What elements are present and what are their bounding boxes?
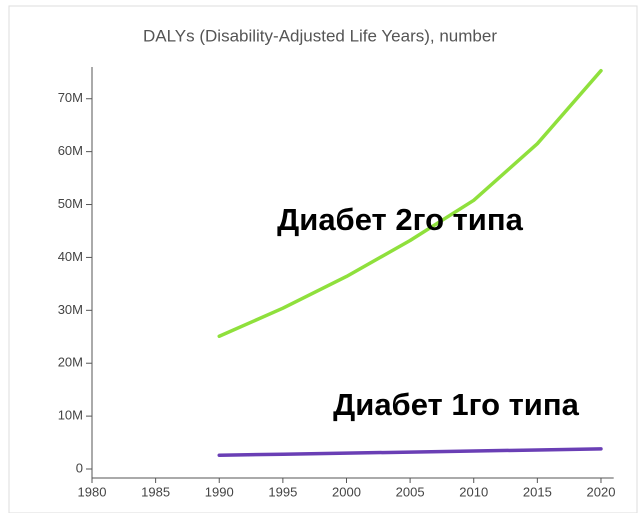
x-tick-label: 2015: [523, 484, 552, 499]
x-tick-label: 2005: [396, 484, 425, 499]
y-tick-label: 0: [76, 460, 83, 475]
series-line: [217, 447, 603, 458]
chart-frame: [8, 5, 638, 513]
series-annotation: Диабет 1го типа: [333, 387, 579, 422]
y-tick-label: 30M: [58, 302, 83, 317]
series-line: [217, 68, 603, 338]
x-tick-label: 1990: [205, 484, 234, 499]
y-tick-label: 70M: [58, 90, 83, 105]
x-tick-label: 2020: [587, 484, 616, 499]
x-tick-label: 1980: [78, 484, 107, 499]
y-tick-label: 60M: [58, 143, 83, 158]
y-tick-label: 50M: [58, 196, 83, 211]
y-tick-label: 40M: [58, 249, 83, 264]
y-tick-label: 10M: [58, 408, 83, 423]
x-tick-label: 1985: [141, 484, 170, 499]
x-tick-label: 1995: [268, 484, 297, 499]
x-tick-label: 2000: [332, 484, 361, 499]
series-annotation: Диабет 2го типа: [277, 202, 523, 237]
y-tick-label: 20M: [58, 355, 83, 370]
x-tick-label: 2010: [459, 484, 488, 499]
chart-title: DALYs (Disability-Adjusted Life Years), …: [143, 26, 497, 45]
